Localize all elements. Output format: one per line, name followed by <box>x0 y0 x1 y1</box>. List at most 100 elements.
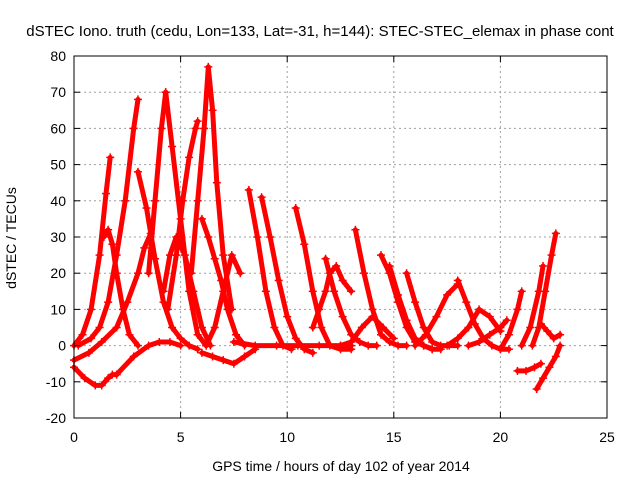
data-point <box>443 341 452 350</box>
data-point <box>330 287 339 296</box>
series-group <box>70 62 565 394</box>
data-point <box>541 287 550 296</box>
data-point <box>257 193 266 202</box>
series-line-4 <box>71 230 154 363</box>
data-point <box>517 287 526 296</box>
axis-ticks <box>73 55 608 419</box>
data-point <box>521 366 530 375</box>
data-point <box>377 251 386 260</box>
data-point <box>347 287 356 296</box>
data-point <box>513 305 522 314</box>
y-tick-label: 80 <box>50 48 66 64</box>
data-point <box>532 385 541 394</box>
data-point <box>99 233 108 241</box>
series-line-15 <box>246 187 294 352</box>
y-tick-label: -20 <box>46 410 66 426</box>
data-point <box>159 287 168 296</box>
data-point <box>178 196 187 205</box>
data-point <box>97 381 106 390</box>
data-point <box>308 348 317 357</box>
data-point <box>95 323 104 332</box>
data-point <box>106 153 115 162</box>
data-point <box>219 287 228 296</box>
series-line-28 <box>444 306 503 349</box>
data-point <box>321 254 330 263</box>
data-point <box>556 341 565 350</box>
data-point <box>161 88 170 97</box>
data-point <box>411 341 420 350</box>
data-point <box>372 341 381 350</box>
y-tick-label: 0 <box>58 338 66 354</box>
data-point <box>308 287 317 296</box>
data-point <box>394 290 403 299</box>
data-point <box>385 337 394 346</box>
data-point <box>528 341 537 350</box>
data-point <box>338 312 347 321</box>
data-point <box>291 204 300 213</box>
data-point <box>129 124 138 133</box>
data-point <box>547 251 556 260</box>
data-point <box>108 240 117 249</box>
data-point <box>504 345 513 354</box>
x-tick-label: 20 <box>493 429 509 445</box>
data-point <box>539 261 548 270</box>
series-line-31 <box>519 263 546 349</box>
data-point <box>104 298 113 307</box>
data-point <box>155 337 164 346</box>
data-point <box>402 341 411 350</box>
y-axis-label: dSTEC / TECUs <box>3 187 19 289</box>
data-point <box>140 243 149 252</box>
data-point <box>338 276 347 285</box>
data-point <box>332 261 341 270</box>
data-point <box>317 323 326 332</box>
data-point <box>208 352 217 361</box>
data-point <box>133 341 142 350</box>
data-point <box>168 142 177 151</box>
data-point <box>336 341 345 350</box>
data-point <box>419 341 428 350</box>
data-point <box>191 124 200 133</box>
data-point <box>402 316 411 325</box>
data-point <box>212 178 221 187</box>
data-point <box>176 334 185 343</box>
data-point <box>193 196 202 205</box>
data-point <box>475 337 484 346</box>
data-point <box>351 225 360 234</box>
series-line-11 <box>188 64 235 312</box>
data-point <box>121 196 130 205</box>
data-point <box>87 305 96 314</box>
data-point <box>219 251 228 260</box>
data-point <box>187 269 196 278</box>
data-point <box>112 370 121 379</box>
data-point <box>464 341 473 350</box>
data-point <box>539 374 548 383</box>
data-point <box>112 269 121 278</box>
series-line-5 <box>135 169 201 352</box>
data-point <box>394 341 403 350</box>
data-point <box>151 196 160 205</box>
x-tick-label: 0 <box>70 429 78 445</box>
data-point <box>95 251 104 260</box>
x-tick-label: 5 <box>177 429 185 445</box>
data-point <box>163 305 172 314</box>
data-point <box>272 341 281 350</box>
data-point <box>229 337 238 346</box>
series-line-33 <box>515 361 544 374</box>
data-point <box>185 153 194 162</box>
data-point <box>530 363 539 372</box>
data-point <box>133 167 142 176</box>
data-point <box>176 341 185 350</box>
data-point <box>308 323 317 332</box>
data-point <box>210 254 219 263</box>
data-point <box>253 233 262 241</box>
data-point <box>87 334 96 343</box>
data-point <box>536 359 545 368</box>
data-point <box>421 330 430 339</box>
data-point <box>551 352 560 361</box>
data-point <box>300 240 309 249</box>
data-point <box>204 62 213 71</box>
data-point <box>428 345 437 354</box>
data-point <box>364 341 373 350</box>
data-point <box>129 352 138 361</box>
data-point <box>443 290 452 299</box>
